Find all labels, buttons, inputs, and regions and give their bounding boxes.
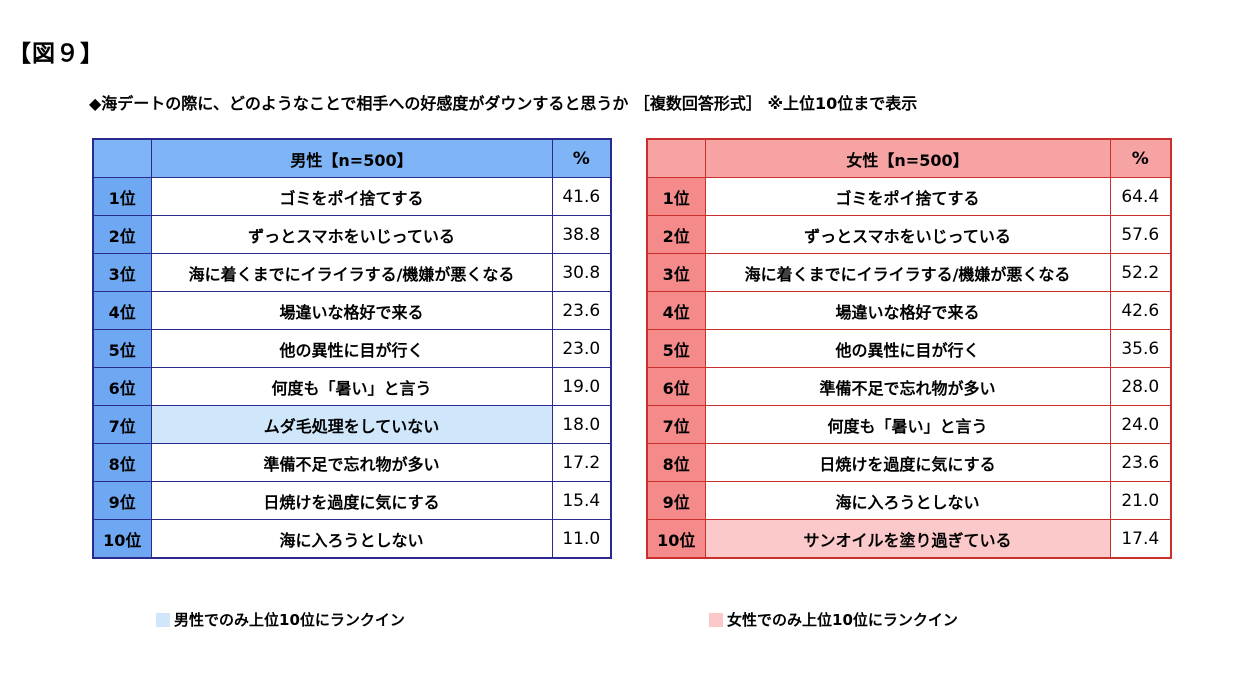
- table-header-row: 女性【n=500】 %: [646, 138, 1172, 178]
- male-only-legend-label: 男性でのみ上位10位にランクイン: [174, 611, 405, 629]
- item-cell: 何度も「暑い」と言う: [150, 367, 553, 406]
- pct-cell: 21.0: [1109, 481, 1172, 520]
- pct-cell: 17.2: [551, 443, 612, 482]
- pct-cell: 64.4: [1109, 177, 1172, 216]
- rank-cell: 7位: [646, 405, 706, 444]
- survey-question: ◆海デートの際に、どのようなことで相手への好感度がダウンすると思うか ［複数回答…: [89, 94, 918, 113]
- table-row: 10位 海に入ろうとしない 11.0: [92, 519, 612, 559]
- rank-cell: 6位: [646, 367, 706, 406]
- rank-cell: 4位: [92, 291, 152, 330]
- rank-cell: 10位: [646, 519, 706, 559]
- male-only-swatch: [156, 612, 170, 627]
- item-cell: 海に着くまでにイライラする/機嫌が悪くなる: [704, 253, 1111, 292]
- pct-cell: 42.6: [1109, 291, 1172, 330]
- item-cell: ゴミをポイ捨てする: [704, 177, 1111, 216]
- rank-cell: 9位: [92, 481, 152, 520]
- table-row: 3位 海に着くまでにイライラする/機嫌が悪くなる 30.8: [92, 253, 612, 292]
- pct-cell: 23.6: [551, 291, 612, 330]
- pct-cell: 57.6: [1109, 215, 1172, 254]
- pct-cell: 35.6: [1109, 329, 1172, 368]
- rank-cell: 5位: [646, 329, 706, 368]
- pct-cell: 18.0: [551, 405, 612, 444]
- table-row: 3位 海に着くまでにイライラする/機嫌が悪くなる 52.2: [646, 253, 1172, 292]
- rank-cell: 1位: [646, 177, 706, 216]
- female-only-swatch: [709, 612, 723, 627]
- table-header-row: 男性【n=500】 %: [92, 138, 612, 178]
- highlighted-item-cell: ムダ毛処理をしていない: [150, 405, 553, 444]
- header-pct-cell: %: [1109, 138, 1172, 178]
- table-row: 5位 他の異性に目が行く 35.6: [646, 329, 1172, 368]
- table-row: 8位 日焼けを過度に気にする 23.6: [646, 443, 1172, 482]
- female-only-legend-label: 女性でのみ上位10位にランクイン: [727, 611, 958, 629]
- figure-label: 【図９】: [8, 41, 104, 67]
- table-row: 2位 ずっとスマホをいじっている 57.6: [646, 215, 1172, 254]
- pct-cell: 23.6: [1109, 443, 1172, 482]
- table-row: 7位 ムダ毛処理をしていない 18.0: [92, 405, 612, 444]
- rank-cell: 10位: [92, 519, 152, 559]
- table-row: 10位 サンオイルを塗り過ぎている 17.4: [646, 519, 1172, 559]
- table-row: 4位 場違いな格好で来る 42.6: [646, 291, 1172, 330]
- table-row: 6位 準備不足で忘れ物が多い 28.0: [646, 367, 1172, 406]
- rank-cell: 2位: [92, 215, 152, 254]
- rank-cell: 8位: [92, 443, 152, 482]
- item-cell: 海に着くまでにイライラする/機嫌が悪くなる: [150, 253, 553, 292]
- rank-cell: 8位: [646, 443, 706, 482]
- header-rank-cell: [92, 138, 152, 178]
- table-row: 7位 何度も「暑い」と言う 24.0: [646, 405, 1172, 444]
- item-cell: 他の異性に目が行く: [704, 329, 1111, 368]
- male-ranking-table: 男性【n=500】 % 1位 ゴミをポイ捨てする 41.6 2位 ずっとスマホをいじっ…: [92, 138, 612, 559]
- table-row: 1位 ゴミをポイ捨てする 41.6: [92, 177, 612, 216]
- pct-cell: 15.4: [551, 481, 612, 520]
- pct-cell: 19.0: [551, 367, 612, 406]
- table-row: 2位 ずっとスマホをいじっている 38.8: [92, 215, 612, 254]
- item-cell: 準備不足で忘れ物が多い: [704, 367, 1111, 406]
- pct-cell: 24.0: [1109, 405, 1172, 444]
- item-cell: 海に入ろうとしない: [704, 481, 1111, 520]
- highlighted-item-cell: サンオイルを塗り過ぎている: [704, 519, 1111, 559]
- pct-cell: 23.0: [551, 329, 612, 368]
- pct-cell: 38.8: [551, 215, 612, 254]
- item-cell: 場違いな格好で来る: [704, 291, 1111, 330]
- pct-cell: 28.0: [1109, 367, 1172, 406]
- header-item-cell: 女性【n=500】: [704, 138, 1111, 178]
- table-row: 9位 海に入ろうとしない 21.0: [646, 481, 1172, 520]
- rank-cell: 3位: [646, 253, 706, 292]
- item-cell: 何度も「暑い」と言う: [704, 405, 1111, 444]
- rank-cell: 4位: [646, 291, 706, 330]
- pct-cell: 41.6: [551, 177, 612, 216]
- pct-cell: 30.8: [551, 253, 612, 292]
- rank-cell: 6位: [92, 367, 152, 406]
- header-pct-cell: %: [551, 138, 612, 178]
- pct-cell: 52.2: [1109, 253, 1172, 292]
- item-cell: 他の異性に目が行く: [150, 329, 553, 368]
- item-cell: 日焼けを過度に気にする: [704, 443, 1111, 482]
- rank-cell: 2位: [646, 215, 706, 254]
- item-cell: ずっとスマホをいじっている: [150, 215, 553, 254]
- table-row: 9位 日焼けを過度に気にする 15.4: [92, 481, 612, 520]
- item-cell: ずっとスマホをいじっている: [704, 215, 1111, 254]
- rank-cell: 1位: [92, 177, 152, 216]
- female-only-legend: 女性でのみ上位10位にランクイン: [709, 609, 958, 630]
- table-row: 6位 何度も「暑い」と言う 19.0: [92, 367, 612, 406]
- female-ranking-table: 女性【n=500】 % 1位 ゴミをポイ捨てする 64.4 2位 ずっとスマホをいじっ…: [646, 138, 1172, 559]
- item-cell: ゴミをポイ捨てする: [150, 177, 553, 216]
- rank-cell: 5位: [92, 329, 152, 368]
- table-row: 1位 ゴミをポイ捨てする 64.4: [646, 177, 1172, 216]
- rank-cell: 7位: [92, 405, 152, 444]
- rank-cell: 9位: [646, 481, 706, 520]
- pct-cell: 11.0: [551, 519, 612, 559]
- pct-cell: 17.4: [1109, 519, 1172, 559]
- table-row: 4位 場違いな格好で来る 23.6: [92, 291, 612, 330]
- item-cell: 場違いな格好で来る: [150, 291, 553, 330]
- item-cell: 日焼けを過度に気にする: [150, 481, 553, 520]
- item-cell: 海に入ろうとしない: [150, 519, 553, 559]
- rank-cell: 3位: [92, 253, 152, 292]
- item-cell: 準備不足で忘れ物が多い: [150, 443, 553, 482]
- header-item-cell: 男性【n=500】: [150, 138, 553, 178]
- table-row: 8位 準備不足で忘れ物が多い 17.2: [92, 443, 612, 482]
- table-row: 5位 他の異性に目が行く 23.0: [92, 329, 612, 368]
- header-rank-cell: [646, 138, 706, 178]
- male-only-legend: 男性でのみ上位10位にランクイン: [156, 609, 405, 630]
